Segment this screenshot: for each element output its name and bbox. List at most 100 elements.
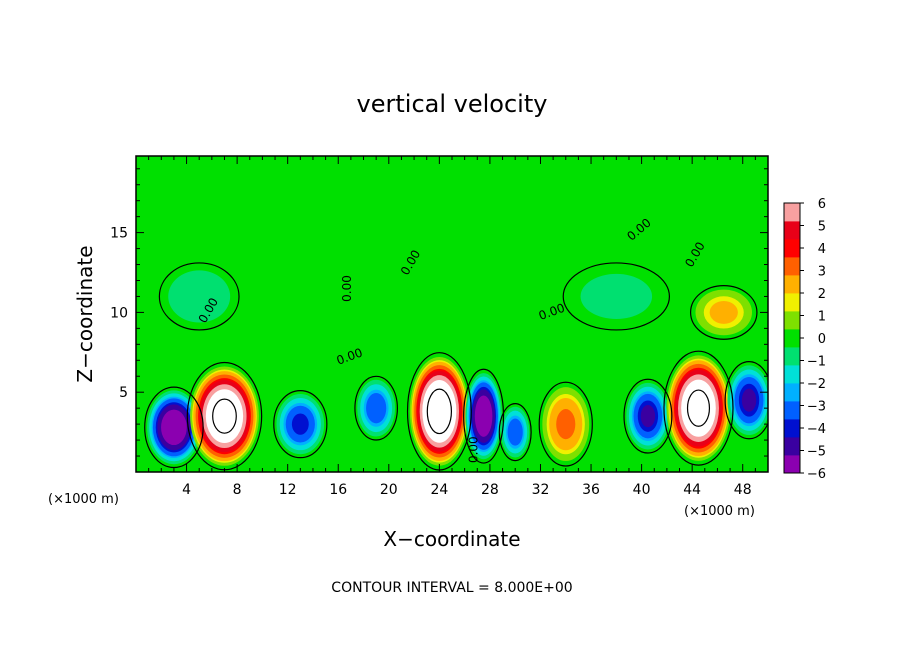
contour-label: 0.00 xyxy=(340,275,354,302)
plot-area: 0.000.000.000.000.000.000.000.00 4 8 12 16 2… xyxy=(110,155,769,498)
contour-label: 0.00 xyxy=(466,436,480,463)
cell-2 xyxy=(276,394,325,455)
cell-band xyxy=(741,388,757,412)
cell-band xyxy=(509,422,521,442)
cell-10 xyxy=(727,365,768,435)
colorbar-tick-label: −6 xyxy=(807,467,826,482)
velocity-field xyxy=(147,270,768,466)
colorbar-swatch xyxy=(784,347,800,366)
zero-contour xyxy=(538,381,593,467)
contour-2 xyxy=(273,390,328,459)
cell-8 xyxy=(626,382,670,450)
x-tick-label: 20 xyxy=(380,482,398,498)
colorbar-tick-label: 6 xyxy=(818,197,826,212)
cell-11 xyxy=(695,289,753,336)
contour-0 xyxy=(144,386,204,469)
x-tick-label: 16 xyxy=(329,482,347,498)
cell-band xyxy=(640,405,656,428)
x-tick-label: 40 xyxy=(633,482,651,498)
zero-contour xyxy=(498,403,532,462)
contour-10 xyxy=(724,361,768,440)
contour-5 xyxy=(463,368,505,464)
colorbar-tick-label: −4 xyxy=(807,422,826,437)
x-tick-label: 8 xyxy=(233,482,242,498)
cell-band xyxy=(166,417,182,438)
colorbar-swatch xyxy=(784,401,800,420)
colorbar-swatch xyxy=(784,419,800,438)
y-tick-label: 15 xyxy=(110,226,128,242)
colorbar-swatch xyxy=(784,221,800,240)
cell-band xyxy=(369,397,384,419)
cell-1 xyxy=(190,366,259,466)
colorbar-swatch xyxy=(784,275,800,294)
contour-8 xyxy=(623,378,673,454)
cell-6 xyxy=(501,406,530,458)
colorbar-swatch xyxy=(784,365,800,384)
colorbar-tick-label: −2 xyxy=(807,377,826,392)
colorbar-tick-label: 5 xyxy=(818,220,826,235)
colorbar-swatch xyxy=(784,239,800,258)
interval-contour xyxy=(212,398,237,434)
x-tick-label: 44 xyxy=(683,482,701,498)
cell-band xyxy=(709,300,738,324)
y-tick-label: 5 xyxy=(119,385,128,401)
cell-13 xyxy=(580,273,653,320)
x-tick-label: 36 xyxy=(582,482,600,498)
contour-12 xyxy=(158,262,240,331)
zero-contour xyxy=(144,386,204,469)
cell-3 xyxy=(357,379,396,437)
colorbar-tick-label: 4 xyxy=(818,242,826,257)
colorbar-swatch xyxy=(784,383,800,402)
zero-contour xyxy=(273,390,328,459)
colorbar-swatch xyxy=(784,329,800,348)
y-axis-title: Z−coordinate xyxy=(73,245,97,382)
zero-contour xyxy=(354,375,398,441)
zero-contour xyxy=(663,350,734,466)
colorbar: 6 5 4 3 2 1 0 −1 −2 −3 −4 −5 −6 xyxy=(783,197,826,482)
interval-contour xyxy=(426,388,453,435)
colorbar-swatch xyxy=(784,293,800,312)
contour-interval-note: CONTOUR INTERVAL = 8.000E+00 xyxy=(331,580,572,596)
cell-band xyxy=(556,409,576,440)
x-tick-label: 32 xyxy=(532,482,550,498)
contour-11 xyxy=(689,284,758,340)
zero-contour xyxy=(463,368,505,464)
cell-band xyxy=(291,413,309,435)
colorbar-swatch xyxy=(784,203,800,222)
zero-contour xyxy=(562,262,671,331)
colorbar-swatch xyxy=(784,437,800,456)
cell-9 xyxy=(666,355,731,461)
cell-7 xyxy=(542,387,590,462)
cell-band xyxy=(432,398,447,425)
colorbar-tick-label: 2 xyxy=(818,287,826,302)
colorbar-swatch xyxy=(784,455,800,474)
colorbar-swatch xyxy=(784,257,800,276)
interval-contour xyxy=(686,389,711,427)
contour-3 xyxy=(354,375,398,441)
cell-5 xyxy=(465,373,502,460)
cell-0 xyxy=(147,390,201,465)
cell-band xyxy=(478,404,489,429)
cell-band xyxy=(580,273,653,320)
cell-band xyxy=(177,278,222,315)
zero-contour xyxy=(689,284,758,340)
contour-6 xyxy=(498,403,532,462)
x-unit-label-right: (×1000 m) xyxy=(684,504,755,519)
colorbar-tick-label: −5 xyxy=(807,445,826,460)
x-axis-title: X−coordinate xyxy=(383,527,520,551)
x-tick-label: 28 xyxy=(481,482,499,498)
colorbar-tick-label: −3 xyxy=(807,400,826,415)
x-tick-label: 24 xyxy=(430,482,448,498)
contour-7 xyxy=(538,381,593,467)
x-tick-label: 4 xyxy=(182,482,191,498)
zero-contour xyxy=(623,378,673,454)
x-unit-label: (×1000 m) xyxy=(48,492,119,507)
cell-band xyxy=(216,404,233,429)
x-tick-label: 48 xyxy=(734,482,752,498)
colorbar-tick-label: 3 xyxy=(818,265,826,280)
cell-band xyxy=(690,395,707,421)
colorbar-tick-label: −1 xyxy=(807,355,826,370)
cell-4 xyxy=(409,356,469,466)
